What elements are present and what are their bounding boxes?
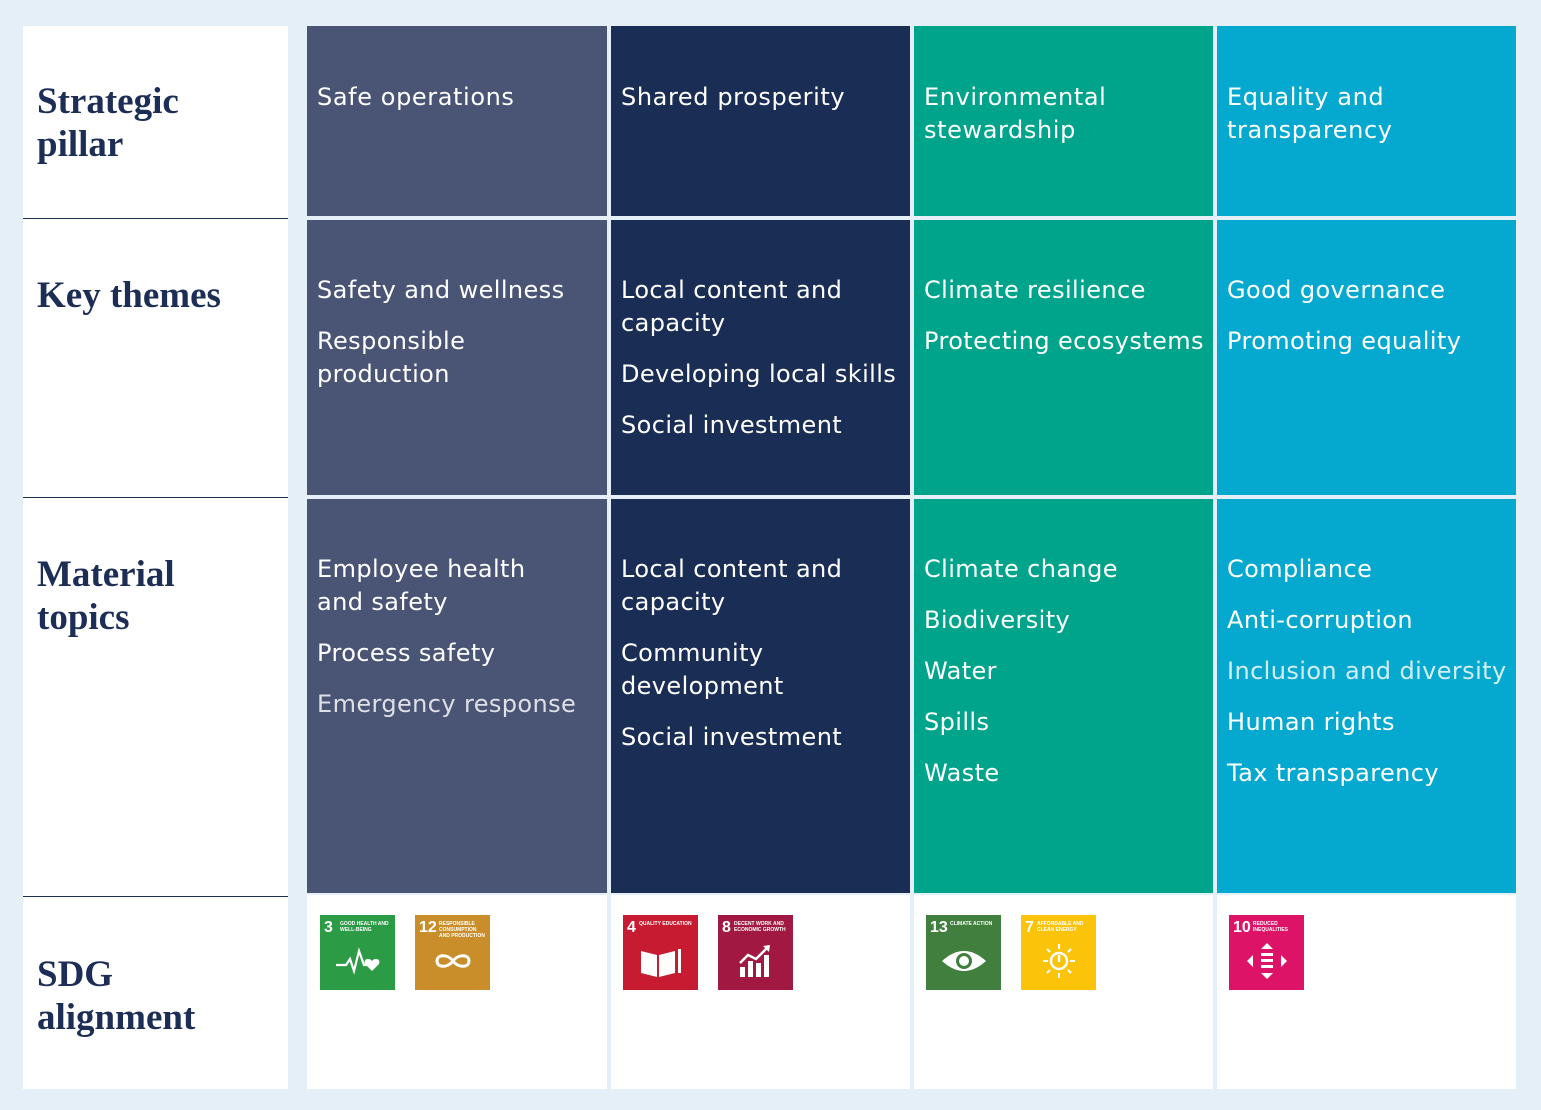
material-topics-list: Employee health and safety Process safet…	[317, 553, 603, 739]
list-item: Climate resilience	[924, 276, 1146, 304]
list-item: Good governance	[1227, 276, 1446, 304]
pillar-equality-transparency-sdgs: 10 Reduced inequalities	[1217, 895, 1516, 1089]
pillar-safe-operations-sdgs: 3 Good health and well-being 12 Responsi…	[307, 895, 607, 1089]
sdg-number: 10	[1233, 919, 1251, 936]
key-themes-list: Local content and capacity Developing lo…	[621, 274, 906, 460]
sdg-text: Reduced inequalities	[1253, 921, 1289, 933]
list-item: Safety and wellness	[317, 276, 565, 304]
list-item: Employee health and safety	[317, 555, 526, 616]
pillar-equality-transparency-header: Equality and transparency	[1217, 26, 1516, 216]
list-item: Climate change	[924, 555, 1118, 583]
row-labels-column	[23, 26, 288, 1089]
sdg-text: Climate action	[950, 921, 993, 927]
sdg-text: Quality education	[639, 921, 692, 927]
sun-power-icon	[1043, 944, 1075, 978]
list-item: Anti-corruption	[1227, 606, 1413, 634]
sdg-12-badge: 12 Responsible consumption and productio…	[415, 915, 490, 990]
sdg-number: 3	[324, 919, 333, 936]
book-icon	[641, 949, 681, 977]
list-item: Water	[924, 657, 997, 685]
pillar-equality-transparency-topics: Compliance Anti-corruption Inclusion and…	[1217, 499, 1516, 893]
sdg-number: 12	[419, 919, 437, 936]
list-item: Human rights	[1227, 708, 1395, 736]
key-themes-list: Climate resilience Protecting ecosystems	[924, 274, 1209, 376]
sdg-number: 7	[1025, 919, 1034, 936]
sdg-number: 4	[627, 919, 636, 936]
pillar-title: Safe operations	[317, 83, 515, 111]
list-item: Spills	[924, 708, 990, 736]
list-item: Process safety	[317, 639, 496, 667]
sdg-8-badge: 8 Decent work and economic growth	[718, 915, 793, 990]
pillar-environmental-stewardship-topics: Climate change Biodiversity Water Spills…	[914, 499, 1213, 893]
pillar-safe-operations-header: Safe operations	[307, 26, 607, 216]
list-item: Social investment	[621, 723, 843, 751]
key-themes-list: Good governance Promoting equality	[1227, 274, 1512, 376]
material-topics-list: Climate change Biodiversity Water Spills…	[924, 553, 1209, 808]
key-themes-list: Safety and wellness Responsible producti…	[317, 274, 603, 409]
pillar-title: Equality and transparency	[1227, 83, 1393, 144]
pillar-equality-transparency-themes: Good governance Promoting equality	[1217, 220, 1516, 495]
row-label-strategic-pillar: Strategic pillar	[37, 81, 179, 165]
list-item: Emergency response	[317, 690, 577, 718]
inequality-arrows-icon	[1247, 943, 1287, 979]
list-item: Responsible production	[317, 327, 466, 388]
heartbeat-icon	[336, 947, 380, 975]
list-item: Biodiversity	[924, 606, 1071, 634]
eye-globe-icon	[942, 951, 986, 971]
pillar-environmental-stewardship-header: Environmental stewardship	[914, 26, 1213, 216]
list-item: Community development	[621, 639, 784, 700]
pillar-safe-operations-topics: Employee health and safety Process safet…	[307, 499, 607, 893]
material-topics-list: Local content and capacity Community dev…	[621, 553, 906, 772]
pillar-environmental-stewardship-themes: Climate resilience Protecting ecosystems	[914, 220, 1213, 495]
sdg-13-badge: 13 Climate action	[926, 915, 1001, 990]
pillar-shared-prosperity-topics: Local content and capacity Community dev…	[611, 499, 910, 893]
pillar-shared-prosperity-header: Shared prosperity	[611, 26, 910, 216]
list-item: Waste	[924, 759, 1000, 787]
growth-chart-icon	[739, 945, 770, 977]
list-item: Tax transparency	[1227, 759, 1439, 787]
divider	[23, 218, 288, 219]
list-item: Local content and capacity	[621, 555, 843, 616]
row-label-material-topics: Material topics	[37, 554, 175, 638]
divider	[23, 896, 288, 897]
pillar-safe-operations-themes: Safety and wellness Responsible producti…	[307, 220, 607, 495]
sdg-3-badge: 3 Good health and well-being	[320, 915, 395, 990]
material-topics-list: Compliance Anti-corruption Inclusion and…	[1227, 553, 1512, 808]
list-item: Compliance	[1227, 555, 1373, 583]
list-item: Local content and capacity	[621, 276, 843, 337]
pillar-shared-prosperity-sdgs: 4 Quality education 8 Decent work and ec…	[611, 895, 910, 1089]
sdg-text: Affordable and clean energy	[1037, 921, 1084, 933]
list-item: Developing local skills	[621, 360, 897, 388]
sdg-number: 8	[722, 919, 731, 936]
list-item: Protecting ecosystems	[924, 327, 1204, 355]
sdg-number: 13	[930, 919, 948, 936]
sdg-4-badge: 4 Quality education	[623, 915, 698, 990]
pillar-shared-prosperity-themes: Local content and capacity Developing lo…	[611, 220, 910, 495]
pillar-title: Shared prosperity	[621, 83, 846, 111]
pillar-environmental-stewardship-sdgs: 13 Climate action 7 Affordable and clean…	[914, 895, 1213, 1089]
list-item: Inclusion and diversity	[1227, 657, 1507, 685]
list-item: Promoting equality	[1227, 327, 1462, 355]
sdg-text: Good health and well-being	[340, 921, 389, 933]
sdg-10-badge: 10 Reduced inequalities	[1229, 915, 1304, 990]
divider	[23, 497, 288, 498]
infinity-icon	[435, 954, 471, 968]
row-label-sdg-alignment: SDG alignment	[37, 954, 196, 1038]
pillar-title: Environmental stewardship	[924, 83, 1107, 144]
sdg-7-badge: 7 Affordable and clean energy	[1021, 915, 1096, 990]
sdg-text: Decent work and economic growth	[734, 921, 786, 933]
sdg-text: Responsible consumption and production	[439, 921, 485, 939]
row-label-key-themes: Key themes	[37, 275, 221, 316]
list-item: Social investment	[621, 411, 843, 439]
